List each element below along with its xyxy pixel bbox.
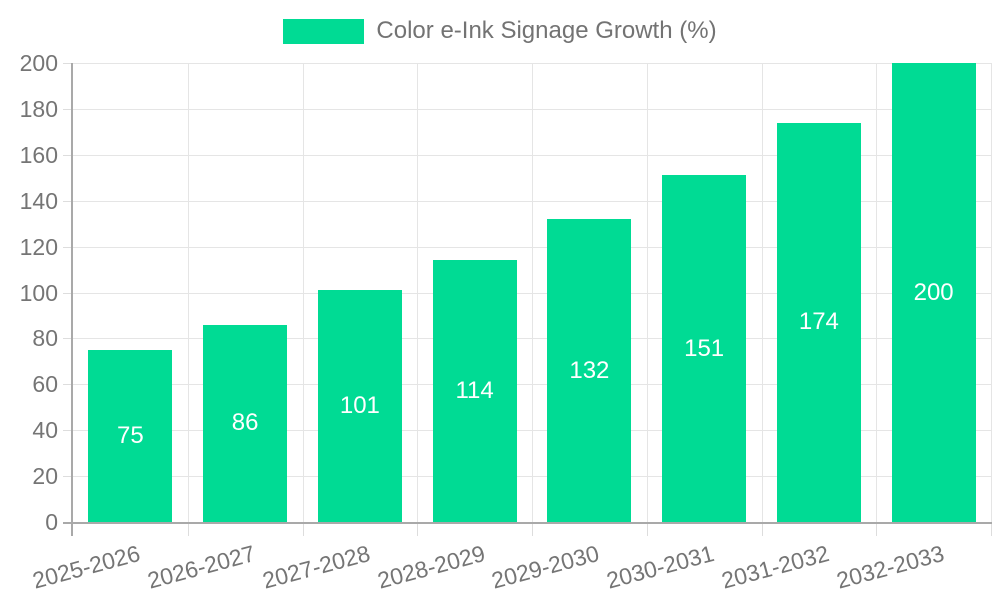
y-tick-label: 80 — [32, 325, 58, 352]
legend-label[interactable]: Color e-Ink Signage Growth (%) — [376, 17, 717, 44]
bar-2031-2032[interactable]: 174 — [776, 122, 861, 522]
gridline-vertical — [876, 63, 878, 522]
y-axis-tick — [63, 200, 73, 202]
y-axis-tick — [63, 430, 73, 432]
bar-value-label: 174 — [798, 308, 839, 336]
y-tick-label: 40 — [32, 417, 58, 444]
gridline-vertical — [417, 63, 419, 522]
y-axis-tick — [63, 154, 73, 156]
y-tick-label: 200 — [19, 50, 58, 76]
bar-value-label: 75 — [117, 421, 144, 449]
y-tick-label: 180 — [19, 95, 58, 122]
x-axis-tick — [417, 524, 419, 536]
bar-2028-2029[interactable]: 114 — [432, 260, 517, 522]
y-axis-tick — [63, 63, 73, 64]
x-axis-tick — [876, 524, 878, 536]
y-tick-label: 20 — [32, 463, 58, 490]
y-axis-tick — [63, 246, 73, 248]
y-tick-label: 0 — [45, 509, 58, 535]
gridline-vertical — [302, 63, 304, 522]
gridline-vertical — [187, 63, 189, 522]
y-tick-label: 120 — [19, 233, 58, 260]
y-axis-tick — [63, 384, 73, 386]
gridline-vertical — [761, 63, 763, 522]
bar-value-label: 114 — [455, 377, 494, 405]
bar-value-label: 101 — [339, 392, 380, 420]
bar-2030-2031[interactable]: 151 — [662, 175, 747, 522]
x-axis-tick — [302, 524, 304, 536]
gridline-vertical — [532, 63, 533, 522]
y-axis-tick — [63, 292, 73, 294]
x-axis-tick — [761, 524, 763, 536]
y-axis-tick — [63, 476, 73, 478]
y-axis-tick — [63, 338, 73, 340]
bar-value-label: 132 — [569, 356, 610, 384]
bar-2032-2033[interactable]: 200 — [891, 63, 976, 522]
bar-value-label: 86 — [231, 409, 259, 437]
gridline-vertical — [646, 63, 648, 522]
gridline-vertical — [991, 63, 992, 522]
x-axis-tick — [991, 524, 992, 536]
bar-2029-2030[interactable]: 132 — [547, 219, 632, 522]
x-axis-line — [63, 522, 992, 524]
chart-legend[interactable]: Color e-Ink Signage Growth (%) — [0, 17, 1000, 45]
bar-2025-2026[interactable]: 75 — [88, 349, 173, 522]
x-axis-tick — [646, 524, 648, 536]
bar-value-label: 151 — [684, 334, 725, 362]
x-axis-tick — [187, 524, 189, 536]
y-axis-line — [71, 63, 73, 536]
y-tick-label: 60 — [32, 371, 58, 398]
legend-swatch[interactable] — [283, 18, 365, 44]
bar-2026-2027[interactable]: 86 — [203, 324, 288, 522]
y-tick-label: 140 — [19, 187, 58, 214]
x-axis-tick — [532, 524, 533, 536]
y-tick-label: 160 — [19, 141, 58, 168]
bar-2027-2028[interactable]: 101 — [317, 290, 402, 522]
y-tick-label: 100 — [19, 279, 58, 306]
bar-value-label: 200 — [913, 278, 954, 306]
y-axis-tick — [63, 108, 73, 110]
